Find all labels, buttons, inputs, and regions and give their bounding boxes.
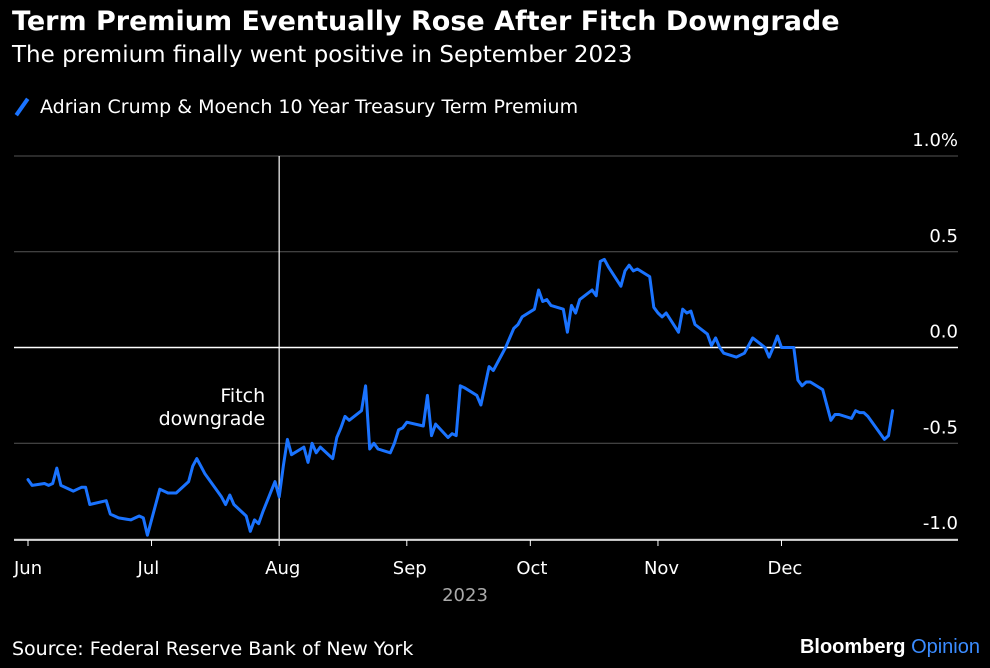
x-axis-title: 2023 bbox=[442, 585, 488, 606]
source-note: Source: Federal Reserve Bank of New York bbox=[12, 638, 414, 660]
y-tick-label: 0.0 bbox=[929, 322, 958, 343]
x-tick-label: Sep bbox=[393, 558, 427, 579]
y-tick-label: -1.0 bbox=[923, 513, 958, 534]
x-tick-label: Aug bbox=[265, 558, 300, 579]
brand-accent: Opinion bbox=[911, 636, 980, 658]
brand-main: Bloomberg bbox=[799, 636, 906, 658]
y-tick-label: 1.0% bbox=[912, 130, 958, 151]
y-tick-label: 0.5 bbox=[929, 226, 958, 247]
y-tick-label: -0.5 bbox=[923, 417, 958, 438]
series-line bbox=[26, 257, 895, 537]
annotation-label: downgrade bbox=[159, 408, 266, 430]
x-tick-label: Oct bbox=[516, 558, 547, 579]
brand-logo: Bloomberg Opinion bbox=[800, 636, 980, 659]
x-tick-label: Jul bbox=[137, 558, 160, 579]
annotation-label: Fitch bbox=[220, 385, 265, 407]
legend-label: Adrian Crump & Moench 10 Year Treasury T… bbox=[40, 96, 579, 118]
legend: Adrian Crump & Moench 10 Year Treasury T… bbox=[14, 96, 578, 118]
x-tick-label: Nov bbox=[644, 558, 679, 579]
chart-title: Term Premium Eventually Rose After Fitch… bbox=[12, 6, 840, 37]
x-tick-label: Jun bbox=[13, 558, 42, 579]
chart-subtitle: The premium finally went positive in Sep… bbox=[12, 42, 633, 68]
x-tick-label: Dec bbox=[767, 558, 802, 579]
